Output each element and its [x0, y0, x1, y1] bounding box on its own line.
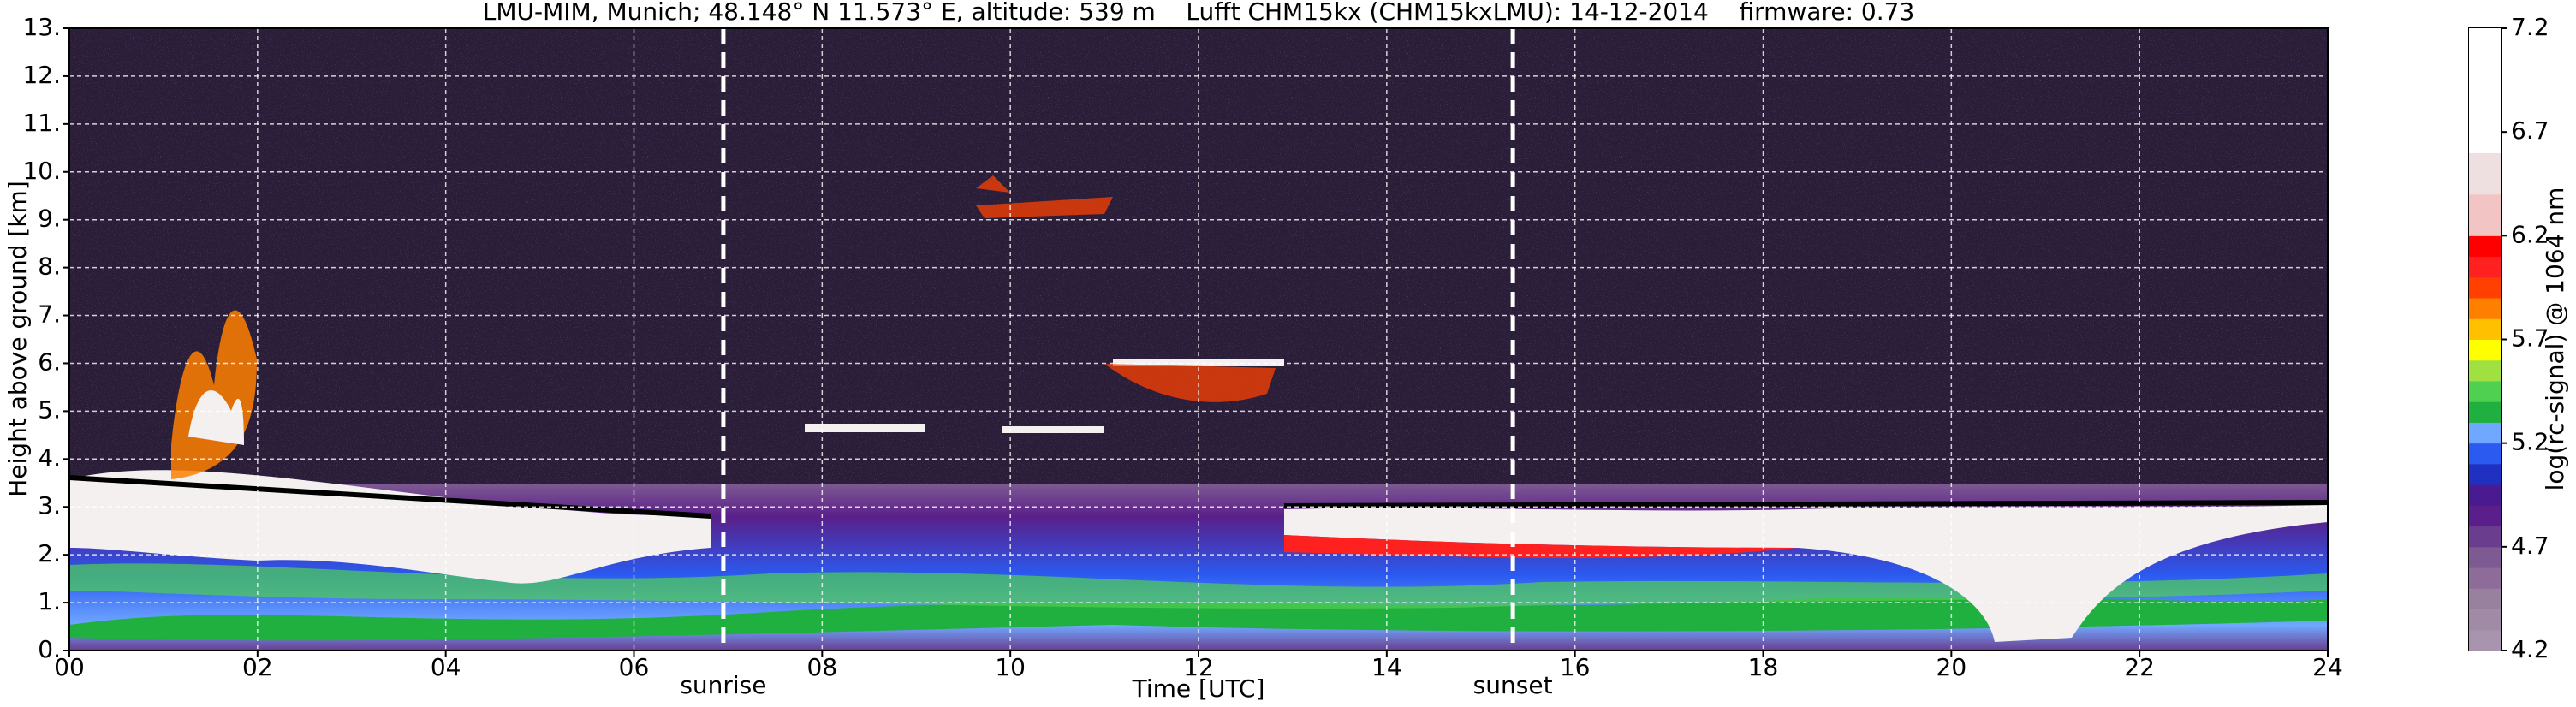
colorbar-segment [2469, 443, 2501, 465]
x-tick-label: 08 [807, 653, 838, 681]
colorbar-segment [2469, 567, 2501, 589]
cloud-red [1284, 535, 1798, 558]
colorbar-segment [2469, 609, 2501, 631]
colorbar-segment [2469, 28, 2501, 50]
colorbar-segment [2469, 215, 2501, 236]
y-tick-label: 2. [38, 539, 61, 567]
colorbar-segment [2469, 505, 2501, 527]
colorbar-segment [2469, 90, 2501, 112]
colorbar-segment [2469, 256, 2501, 278]
y-tick-label: 5. [38, 395, 61, 424]
plot-frame [68, 27, 2329, 651]
y-tick-label: 3. [38, 491, 61, 520]
y-tick-label: 4. [38, 443, 61, 472]
y-tick-label: 6. [38, 348, 61, 376]
colorbar-segment [2469, 546, 2501, 568]
colorbar-tick-label: 7.2 [2511, 13, 2549, 41]
colorbar-tick-label: 5.7 [2511, 324, 2549, 353]
colorbar-tick-label: 5.2 [2511, 428, 2549, 456]
x-tick-label: 24 [2312, 653, 2343, 681]
colorbar-segment [2469, 276, 2501, 299]
y-tick-label: 1. [38, 587, 61, 615]
x-tick-label: 02 [242, 653, 273, 681]
x-tick-label: 04 [431, 653, 461, 681]
cloud-white-evening [1284, 505, 2328, 642]
cloud-tower-core [188, 390, 244, 445]
y-tick-label: 12. [22, 61, 61, 89]
annotation-label: sunset [1473, 671, 1553, 699]
colorbar-tick-label: 4.2 [2511, 635, 2549, 663]
midlevel-cloud [805, 359, 1284, 433]
colorbar-segment [2469, 49, 2501, 70]
x-tick-label: 20 [1936, 653, 1967, 681]
colorbar-segment [2469, 484, 2501, 506]
colorbar-segment [2469, 298, 2501, 319]
colorbar-segment [2469, 629, 2501, 651]
y-tick-label: 8. [38, 253, 61, 281]
colorbar-segment [2469, 110, 2501, 133]
x-axis-label: Time [UTC] [1132, 674, 1265, 703]
colorbar-segment [2469, 401, 2501, 423]
x-tick-label: 16 [1560, 653, 1591, 681]
colorbar-segment [2469, 422, 2501, 444]
colorbar-tick-label: 6.2 [2511, 220, 2549, 248]
x-tick-label: 06 [619, 653, 650, 681]
cirrus [976, 175, 1276, 402]
colorbar-segment [2469, 463, 2501, 485]
y-tick-label: 9. [38, 205, 61, 233]
annotation-label: sunrise [680, 671, 766, 699]
y-tick-label: 0. [38, 635, 61, 663]
colorbar-segment [2469, 69, 2501, 92]
y-tick-label: 10. [22, 157, 61, 185]
colorbar-label: log(rc-signal) @ 1064 nm [2541, 187, 2569, 491]
colorbar-segment [2469, 318, 2501, 340]
x-tick-label: 18 [1748, 653, 1779, 681]
y-axis-label: Height above ground [km] [3, 181, 32, 497]
colorbar-tick-label: 4.7 [2511, 532, 2549, 560]
y-tick-label: 11. [22, 109, 61, 137]
colorbar-segment [2469, 380, 2501, 402]
colorbar-segment [2469, 193, 2501, 216]
y-tick-label: 13. [22, 13, 61, 41]
x-tick-label: 10 [995, 653, 1026, 681]
y-tick-label: 7. [38, 300, 61, 329]
x-tick-label: 00 [54, 653, 85, 681]
colorbar-segment [2469, 339, 2501, 361]
colorbar-segment [2469, 588, 2501, 610]
colorbar-segment [2469, 235, 2501, 258]
colorbar-segment [2469, 152, 2501, 175]
colorbar-tick-label: 6.7 [2511, 116, 2549, 145]
axes [63, 27, 2329, 656]
colorbar-segment [2469, 132, 2501, 153]
x-tick-label: 12 [1183, 653, 1214, 681]
colorbar-segment [2469, 526, 2501, 548]
colorbar-segment [2469, 359, 2501, 382]
colorbar-segment [2469, 173, 2501, 195]
x-tick-label: 14 [1371, 653, 1402, 681]
chart-title: LMU-MIM, Munich; 48.148° N 11.573° E, al… [483, 0, 1915, 26]
x-tick-label: 22 [2124, 653, 2155, 681]
